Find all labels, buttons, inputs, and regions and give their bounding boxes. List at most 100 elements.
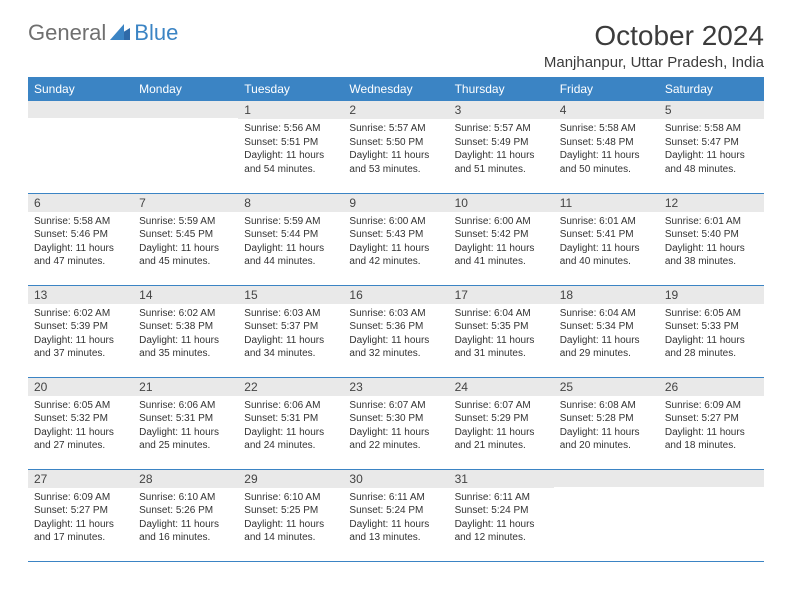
day-detail-line: and 45 minutes. — [139, 255, 232, 269]
day-number: 28 — [133, 470, 238, 488]
dayhead-saturday: Saturday — [659, 77, 764, 101]
day-detail-line: Sunrise: 6:10 AM — [139, 491, 232, 505]
day-number: 26 — [659, 378, 764, 396]
day-cell — [28, 101, 133, 193]
day-detail-line: Daylight: 11 hours — [244, 426, 337, 440]
day-detail-line: Sunrise: 6:03 AM — [244, 307, 337, 321]
day-detail-line: Sunrise: 5:57 AM — [455, 122, 548, 136]
day-details: Sunrise: 6:11 AMSunset: 5:24 PMDaylight:… — [449, 488, 554, 549]
brand-part1: General — [28, 20, 106, 46]
day-detail-line: Sunrise: 6:07 AM — [349, 399, 442, 413]
day-detail-line: and 32 minutes. — [349, 347, 442, 361]
day-detail-line: Sunrise: 6:03 AM — [349, 307, 442, 321]
day-number: 14 — [133, 286, 238, 304]
day-number: 5 — [659, 101, 764, 119]
day-detail-line: and 48 minutes. — [665, 163, 758, 177]
day-number: 23 — [343, 378, 448, 396]
week-row: 1Sunrise: 5:56 AMSunset: 5:51 PMDaylight… — [28, 101, 764, 193]
day-cell: 23Sunrise: 6:07 AMSunset: 5:30 PMDayligh… — [343, 377, 448, 469]
day-cell: 20Sunrise: 6:05 AMSunset: 5:32 PMDayligh… — [28, 377, 133, 469]
calendar-table: Sunday Monday Tuesday Wednesday Thursday… — [28, 77, 764, 562]
day-number: 15 — [238, 286, 343, 304]
day-detail-line: and 37 minutes. — [34, 347, 127, 361]
day-detail-line: Sunrise: 6:01 AM — [560, 215, 653, 229]
day-detail-line: Sunrise: 6:06 AM — [244, 399, 337, 413]
day-cell: 18Sunrise: 6:04 AMSunset: 5:34 PMDayligh… — [554, 285, 659, 377]
day-cell: 15Sunrise: 6:03 AMSunset: 5:37 PMDayligh… — [238, 285, 343, 377]
day-details: Sunrise: 6:10 AMSunset: 5:26 PMDaylight:… — [133, 488, 238, 549]
day-detail-line: Daylight: 11 hours — [34, 518, 127, 532]
day-detail-line: Sunrise: 5:59 AM — [139, 215, 232, 229]
day-details: Sunrise: 5:57 AMSunset: 5:50 PMDaylight:… — [343, 119, 448, 180]
day-detail-line: Sunset: 5:45 PM — [139, 228, 232, 242]
day-detail-line: Daylight: 11 hours — [244, 149, 337, 163]
day-detail-line: Daylight: 11 hours — [349, 149, 442, 163]
day-details: Sunrise: 5:58 AMSunset: 5:46 PMDaylight:… — [28, 212, 133, 273]
day-cell: 3 Sunrise: 5:57 AMSunset: 5:49 PMDaylight… — [449, 101, 554, 193]
day-number: 27 — [28, 470, 133, 488]
day-details: Sunrise: 6:00 AMSunset: 5:42 PMDaylight:… — [449, 212, 554, 273]
day-detail-line: Sunset: 5:35 PM — [455, 320, 548, 334]
day-detail-line: Sunrise: 6:11 AM — [455, 491, 548, 505]
day-number: 10 — [449, 194, 554, 212]
day-detail-line: Sunrise: 6:11 AM — [349, 491, 442, 505]
day-detail-line: Sunrise: 6:04 AM — [560, 307, 653, 321]
day-detail-line: and 13 minutes. — [349, 531, 442, 545]
day-detail-line: Sunset: 5:46 PM — [34, 228, 127, 242]
day-detail-line: Daylight: 11 hours — [139, 426, 232, 440]
day-detail-line: Sunset: 5:49 PM — [455, 136, 548, 150]
day-details: Sunrise: 6:02 AMSunset: 5:38 PMDaylight:… — [133, 304, 238, 365]
day-cell: 31Sunrise: 6:11 AMSunset: 5:24 PMDayligh… — [449, 469, 554, 561]
day-cell: 5Sunrise: 5:58 AMSunset: 5:47 PMDaylight… — [659, 101, 764, 193]
day-number — [133, 101, 238, 118]
day-detail-line: Sunrise: 6:00 AM — [349, 215, 442, 229]
day-number: 3 — [449, 101, 554, 119]
day-detail-line: and 34 minutes. — [244, 347, 337, 361]
day-detail-line: Sunrise: 6:09 AM — [34, 491, 127, 505]
day-detail-line: Sunset: 5:34 PM — [560, 320, 653, 334]
day-detail-line: Daylight: 11 hours — [349, 518, 442, 532]
day-cell: 22Sunrise: 6:06 AMSunset: 5:31 PMDayligh… — [238, 377, 343, 469]
day-detail-line: and 25 minutes. — [139, 439, 232, 453]
day-detail-line: Daylight: 11 hours — [455, 518, 548, 532]
day-detail-line: Sunset: 5:24 PM — [455, 504, 548, 518]
day-details: Sunrise: 6:10 AMSunset: 5:25 PMDaylight:… — [238, 488, 343, 549]
day-details: Sunrise: 6:11 AMSunset: 5:24 PMDaylight:… — [343, 488, 448, 549]
day-detail-line: Sunset: 5:44 PM — [244, 228, 337, 242]
day-cell: 6Sunrise: 5:58 AMSunset: 5:46 PMDaylight… — [28, 193, 133, 285]
day-detail-line: and 27 minutes. — [34, 439, 127, 453]
day-detail-line: Sunset: 5:51 PM — [244, 136, 337, 150]
day-cell: 7Sunrise: 5:59 AMSunset: 5:45 PMDaylight… — [133, 193, 238, 285]
day-detail-line: Daylight: 11 hours — [560, 334, 653, 348]
day-detail-line: Daylight: 11 hours — [244, 518, 337, 532]
day-details: Sunrise: 6:07 AMSunset: 5:29 PMDaylight:… — [449, 396, 554, 457]
day-detail-line: and 17 minutes. — [34, 531, 127, 545]
day-cell: 11Sunrise: 6:01 AMSunset: 5:41 PMDayligh… — [554, 193, 659, 285]
day-number: 20 — [28, 378, 133, 396]
day-details: Sunrise: 6:05 AMSunset: 5:32 PMDaylight:… — [28, 396, 133, 457]
day-detail-line: Sunset: 5:38 PM — [139, 320, 232, 334]
day-detail-line: Sunrise: 6:04 AM — [455, 307, 548, 321]
day-number: 6 — [28, 194, 133, 212]
day-number: 13 — [28, 286, 133, 304]
day-cell — [659, 469, 764, 561]
day-detail-line: Daylight: 11 hours — [560, 426, 653, 440]
day-detail-line: Daylight: 11 hours — [455, 149, 548, 163]
header: General Blue October 2024 Manjhanpur, Ut… — [28, 20, 764, 71]
day-detail-line: Daylight: 11 hours — [34, 426, 127, 440]
day-number: 7 — [133, 194, 238, 212]
day-number — [28, 101, 133, 118]
day-detail-line: Daylight: 11 hours — [560, 149, 653, 163]
day-detail-line: Sunrise: 6:05 AM — [665, 307, 758, 321]
day-details: Sunrise: 6:02 AMSunset: 5:39 PMDaylight:… — [28, 304, 133, 365]
day-detail-line: and 24 minutes. — [244, 439, 337, 453]
week-row: 20Sunrise: 6:05 AMSunset: 5:32 PMDayligh… — [28, 377, 764, 469]
day-detail-line: Sunset: 5:30 PM — [349, 412, 442, 426]
day-detail-line: and 18 minutes. — [665, 439, 758, 453]
day-detail-line: Daylight: 11 hours — [349, 242, 442, 256]
day-details: Sunrise: 5:58 AMSunset: 5:48 PMDaylight:… — [554, 119, 659, 180]
day-number: 29 — [238, 470, 343, 488]
day-number: 4 — [554, 101, 659, 119]
day-number — [659, 470, 764, 487]
day-detail-line: Daylight: 11 hours — [455, 242, 548, 256]
